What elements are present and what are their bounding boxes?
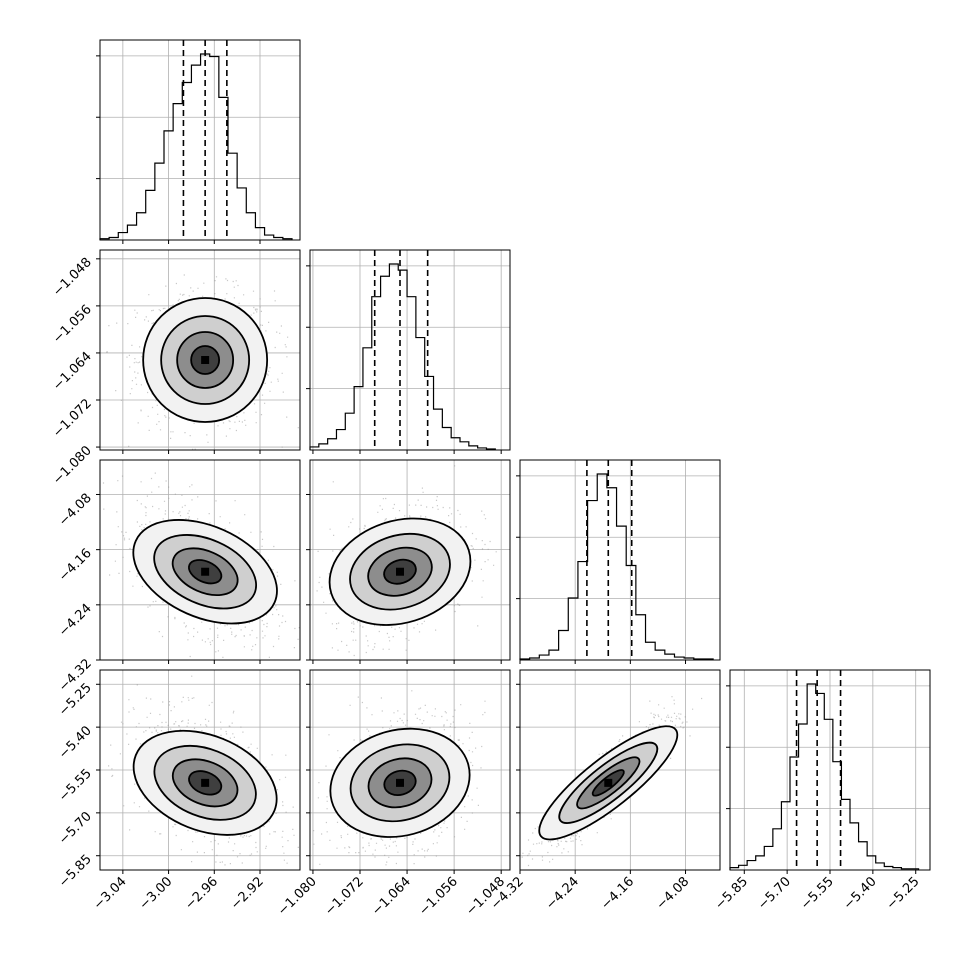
histogram-step (99, 53, 293, 240)
y-tick-label: −1.064 (50, 349, 95, 394)
y-tick-label: −1.072 (50, 396, 95, 441)
x-tick-label: −1.064 (369, 874, 414, 919)
x-tick-label: −5.70 (755, 874, 794, 913)
x-tick-label: −1.072 (322, 874, 367, 919)
x-tick-label: −2.92 (228, 874, 267, 913)
hist-2 (516, 459, 721, 664)
pair-3-1: −1.080 −1.072 −1.064 −1.056 −1.048 (275, 669, 511, 919)
y-tick-label: −5.55 (56, 766, 95, 805)
density-peak (604, 778, 613, 787)
x-tick-label: −1.056 (416, 874, 461, 919)
density-peak (201, 567, 210, 576)
x-tick-label: −4.16 (598, 874, 637, 913)
y-tick-label: −4.24 (56, 601, 95, 640)
histogram-step (519, 473, 714, 660)
x-tick-label: −2.96 (182, 874, 221, 913)
x-tick-label: −5.85 (712, 874, 751, 913)
y-tick-label: −4.16 (56, 546, 95, 585)
histogram-step (729, 683, 920, 870)
x-tick-label: −5.40 (841, 874, 880, 913)
x-tick-label: −1.080 (275, 874, 320, 919)
density-peak (201, 778, 210, 787)
density-peak (201, 356, 210, 364)
y-tick-label: −5.40 (56, 723, 95, 762)
axes-frame (309, 459, 511, 661)
x-tick-label: −4.24 (543, 874, 582, 913)
y-tick-label: −5.70 (56, 809, 95, 848)
axes-frame (99, 249, 301, 451)
axes-frame (99, 459, 301, 661)
axes-frame (99, 39, 301, 241)
x-tick-label: −3.04 (91, 874, 130, 913)
density-peak (396, 778, 404, 787)
y-tick-label: −4.08 (56, 491, 95, 530)
histogram-step (309, 263, 496, 450)
axes-frame (519, 459, 721, 661)
density-peak (396, 567, 404, 576)
x-tick-label: −3.00 (137, 874, 176, 913)
pair-3-2: −4.32 −4.24 −4.16 −4.08 (488, 669, 721, 913)
pair-2-0: −4.32−4.24−4.16−4.08 (56, 459, 301, 695)
y-tick-label: −5.85 (56, 852, 95, 891)
y-tick-label: −1.048 (50, 255, 95, 300)
hist-1 (306, 249, 511, 454)
hist-0 (96, 39, 301, 244)
pair-2-1 (306, 459, 511, 664)
y-tick-label: −1.056 (50, 302, 95, 347)
pair-1-0: −1.080−1.072−1.064−1.056−1.048 (50, 249, 301, 488)
x-tick-label: −4.08 (654, 874, 693, 913)
y-tick-label: −1.080 (50, 443, 95, 488)
x-tick-label: −5.55 (798, 874, 837, 913)
hist-3: −5.85 −5.70 −5.55 −5.40 −5.25 (712, 669, 931, 913)
x-tick-label: −5.25 (884, 874, 923, 913)
axes-frame (309, 249, 511, 451)
